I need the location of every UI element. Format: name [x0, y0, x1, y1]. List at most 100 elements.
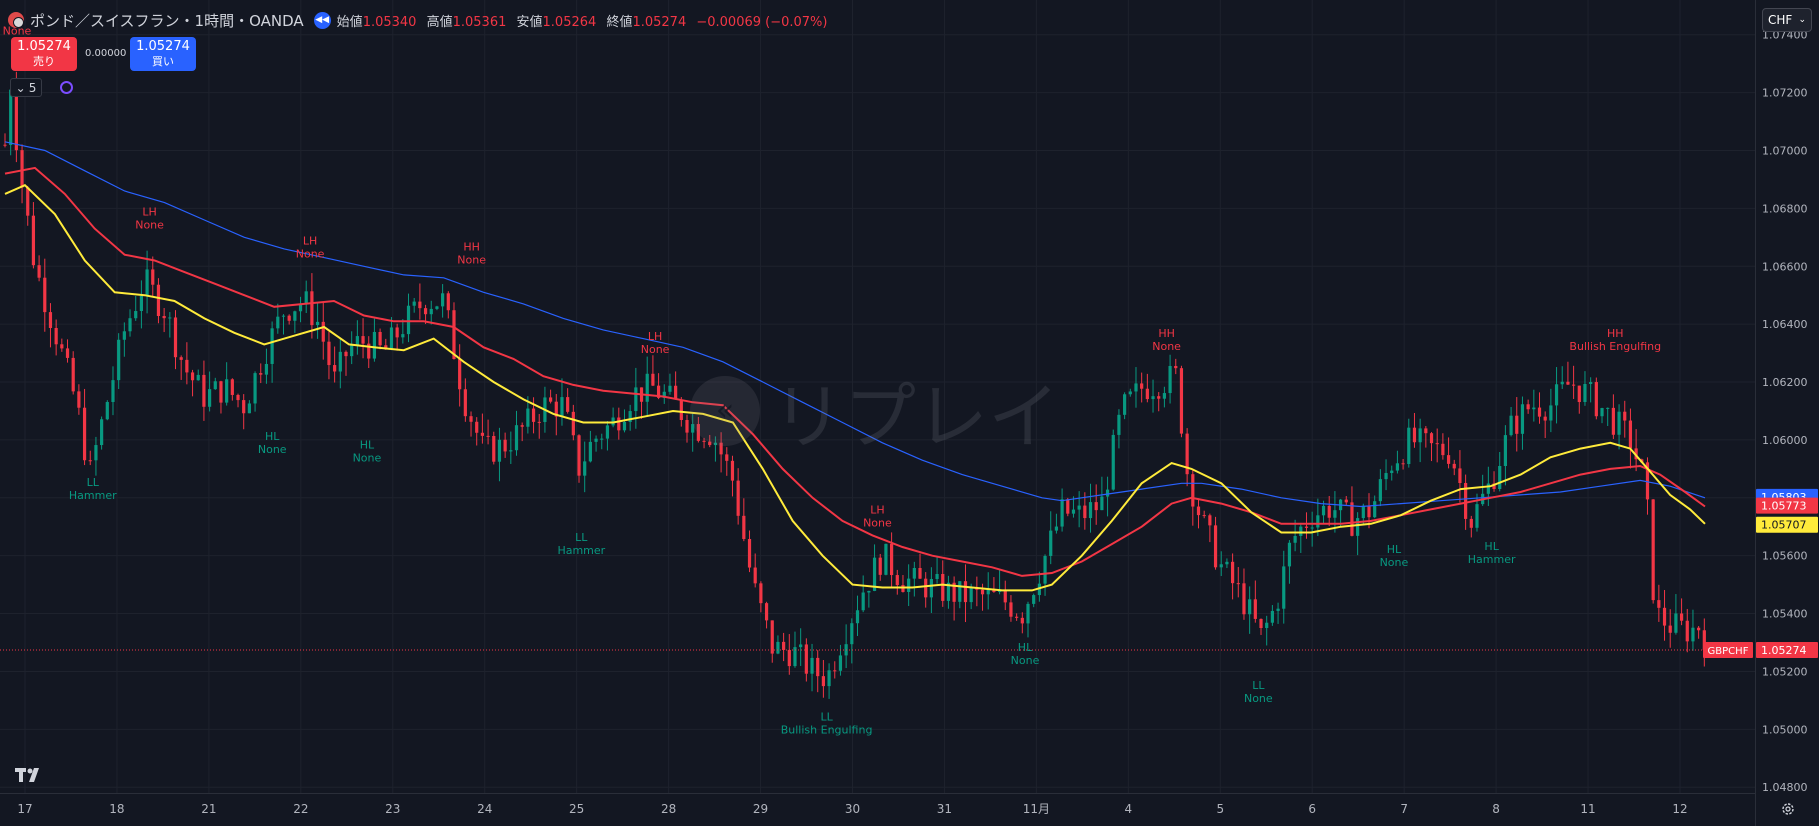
candle-body — [134, 311, 138, 319]
tradingview-logo-icon[interactable] — [15, 766, 45, 784]
candle-body — [1549, 405, 1553, 421]
y-tick-label: 1.06800 — [1762, 202, 1808, 215]
candle-body — [1361, 505, 1365, 519]
candle-body — [685, 420, 689, 433]
candle-body — [219, 381, 223, 403]
pattern-label: None — [135, 219, 164, 232]
candle-body — [867, 590, 871, 593]
replay-icon[interactable]: ◀◀ — [313, 11, 331, 29]
candle-body — [878, 557, 882, 575]
candle-body — [1458, 468, 1462, 484]
x-tick-label: 8 — [1492, 802, 1500, 816]
candle-body — [1577, 385, 1581, 403]
currency-selector[interactable]: CHF ⌄ — [1762, 8, 1812, 32]
settings-gear-icon[interactable] — [1781, 802, 1795, 816]
candle-body — [435, 306, 439, 309]
pattern-label: LH — [648, 330, 662, 343]
candle-body — [549, 397, 553, 402]
candle-body — [605, 425, 610, 439]
candle-body — [674, 385, 678, 400]
candle-body — [1293, 535, 1297, 543]
candle-body — [952, 582, 956, 602]
candle-body — [1054, 526, 1059, 531]
candle-body — [384, 345, 388, 350]
indicator-count: 5 — [28, 80, 37, 95]
candle-body — [162, 315, 166, 319]
candle-body — [963, 581, 968, 603]
candle-body — [1083, 505, 1087, 519]
candle-body — [1560, 381, 1564, 385]
candle-body — [1645, 462, 1650, 500]
candle-body — [1651, 499, 1655, 601]
indicators-collapse-button[interactable]: ⌄ 5 — [10, 78, 42, 97]
candle-body — [1702, 630, 1706, 651]
candle-body — [696, 424, 700, 441]
time-axis — [0, 793, 1755, 826]
sell-button[interactable]: 1.05274 売り — [11, 37, 77, 71]
candle-body — [509, 450, 513, 452]
candle-body — [122, 331, 126, 340]
symbol-flag-icon[interactable] — [8, 12, 24, 28]
candle-body — [304, 291, 308, 305]
candle-body — [1049, 530, 1053, 556]
x-tick-label: 17 — [17, 802, 32, 816]
candle-body — [1185, 433, 1189, 475]
loading-spinner-icon[interactable] — [60, 81, 73, 94]
pattern-label: Hammer — [557, 544, 605, 557]
candle-body — [287, 315, 291, 321]
candle-body — [65, 348, 70, 358]
candle-body — [401, 334, 405, 338]
candle-body — [259, 373, 263, 375]
candle-body — [196, 374, 200, 381]
candle-body — [9, 89, 13, 146]
pattern-label: HH — [1158, 327, 1175, 340]
x-tick-label: 31 — [937, 802, 952, 816]
candle-body — [787, 649, 791, 667]
candle-body — [111, 380, 115, 403]
candle-body — [872, 557, 877, 591]
candle-body — [1191, 474, 1195, 507]
candle-body — [82, 407, 87, 461]
candle-body — [139, 295, 143, 312]
candle-body — [1327, 505, 1331, 518]
buy-button[interactable]: 1.05274 買い — [130, 37, 196, 71]
open-value: 1.05340 — [362, 14, 417, 30]
candle-body — [713, 442, 718, 446]
candle-body — [1162, 393, 1166, 399]
candle-body — [1071, 509, 1076, 514]
candle-body — [418, 301, 422, 309]
candle-body — [350, 344, 354, 357]
candle-body — [1100, 496, 1104, 511]
candle-body — [1435, 443, 1439, 445]
symbol-title[interactable]: ポンド／スイスフラン・1時間・OANDA — [30, 11, 304, 30]
x-tick-label: 29 — [753, 802, 768, 816]
candle-body — [520, 425, 524, 427]
candle-body — [333, 365, 337, 372]
candle-body — [770, 620, 774, 654]
candle-body — [77, 391, 81, 408]
candle-body — [1270, 610, 1274, 623]
candle-body — [1350, 502, 1354, 536]
pattern-label: LH — [303, 235, 317, 248]
candle-body — [1248, 599, 1252, 615]
pattern-label: None — [1011, 654, 1040, 667]
x-tick-label: 24 — [477, 802, 492, 816]
symbol-tag — [1703, 642, 1753, 659]
symbol-tag-label: GBPCHF — [1708, 646, 1749, 657]
pattern-label: None — [457, 253, 486, 266]
pattern-label: Bullish Engulfing — [781, 724, 873, 737]
candle-body — [531, 408, 536, 422]
candle-body — [372, 331, 377, 359]
candle-body — [628, 411, 632, 422]
candle-body — [1697, 627, 1701, 631]
candle-body — [1668, 625, 1672, 633]
candle-body — [1566, 381, 1570, 385]
candle-body — [1299, 526, 1303, 536]
candle-body — [622, 421, 627, 431]
candle-body — [1367, 505, 1371, 518]
candle-body — [185, 359, 189, 373]
candle-body — [1554, 384, 1559, 406]
candle-body — [1418, 428, 1422, 443]
pattern-label: None — [641, 343, 670, 356]
